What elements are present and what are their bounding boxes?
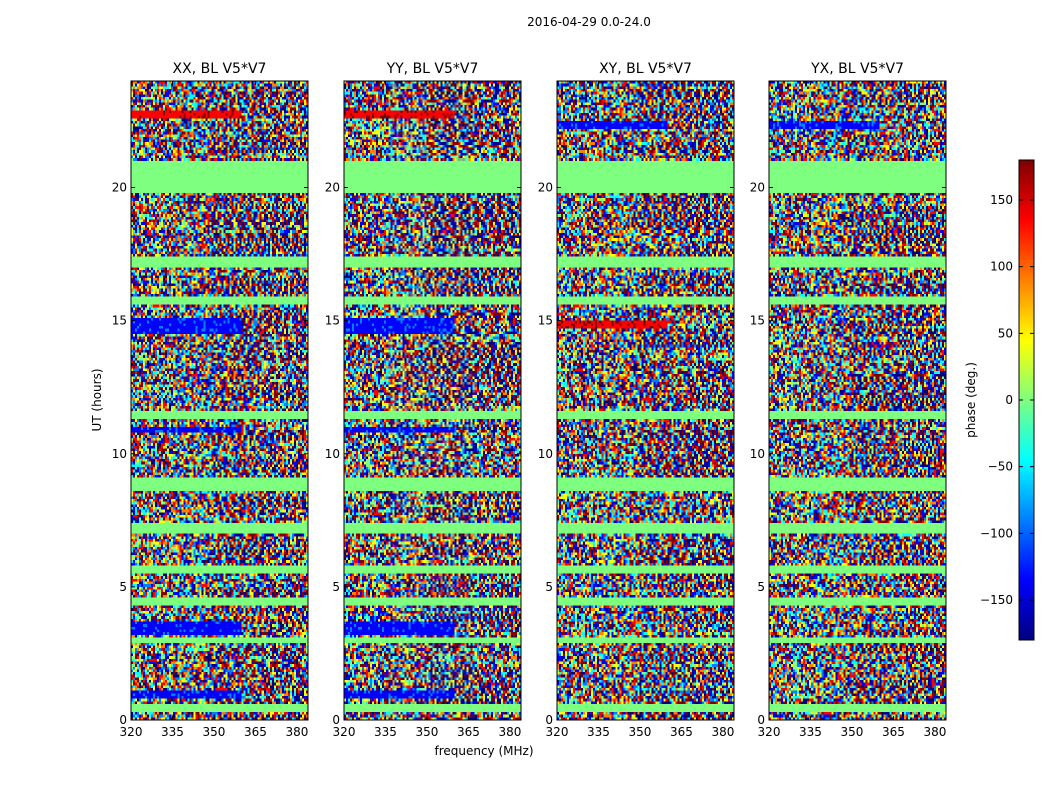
colorbar-tick-label: −100 [980, 526, 1013, 540]
y-tick-label: 5 [545, 580, 553, 594]
y-tick-label: 5 [119, 580, 127, 594]
y-tick-label: 5 [757, 580, 765, 594]
y-tick-label: 15 [538, 314, 553, 328]
x-tick-label: 365 [670, 725, 693, 739]
x-tick-label: 320 [120, 725, 143, 739]
y-tick-label: 10 [750, 447, 765, 461]
colorbar-tick-label: 50 [998, 326, 1013, 340]
x-tick-label: 335 [587, 725, 610, 739]
panel-3: XY, BL V5*V7 320 335 350 365 380 0 5 10 15 20 [538, 61, 735, 739]
x-tick-label: 380 [498, 725, 521, 739]
x-tick-label: 350 [416, 725, 439, 739]
x-tick-label: 335 [374, 725, 397, 739]
colorbar-tick-label: 100 [990, 260, 1013, 274]
x-tick-label: 350 [841, 725, 864, 739]
y-tick-label: 15 [750, 314, 765, 328]
x-tick-label: 350 [203, 725, 226, 739]
x-tick-label: 380 [923, 725, 946, 739]
y-tick-label: 20 [325, 181, 340, 195]
plot-frame [343, 80, 522, 721]
colorbar-tick-label: −150 [980, 593, 1013, 607]
panel-1: XX, BL V5*V7 320 335 350 365 380 0 5 10 15 20 [112, 61, 309, 739]
y-tick-label: 20 [538, 181, 553, 195]
heatmap-image [557, 81, 734, 720]
y-tick-label: 20 [112, 181, 127, 195]
x-tick-label: 350 [629, 725, 652, 739]
plot-frame [130, 80, 309, 721]
colorbar-tick-label: 0 [1005, 393, 1013, 407]
x-tick-label: 380 [711, 725, 734, 739]
figure-title: 2016-04-29 0.0-24.0 [527, 15, 651, 29]
panel-2: YY, BL V5*V7 320 335 350 365 380 0 5 10 15 20 [325, 61, 522, 739]
colorbar-label: phase (deg.) [964, 362, 978, 438]
colorbar-tick-label: 150 [990, 193, 1013, 207]
y-tick-label: 0 [545, 713, 553, 727]
y-tick-label: 15 [112, 314, 127, 328]
heatmap-image [344, 81, 521, 720]
plot-frame [768, 80, 947, 721]
x-tick-label: 365 [882, 725, 905, 739]
panel-4: YX, BL V5*V7 320 335 350 365 380 0 5 10 15 20 [750, 61, 947, 739]
y-axis-label: UT (hours) [90, 368, 104, 431]
y-tick-label: 10 [538, 447, 553, 461]
y-tick-label: 10 [112, 447, 127, 461]
x-tick-label: 335 [161, 725, 184, 739]
heatmap-image [769, 81, 946, 720]
panel-title: YY, BL V5*V7 [386, 61, 479, 77]
panel-title: XX, BL V5*V7 [173, 61, 267, 77]
colorbar: −150 −100 −50 0 50 100 150 [980, 159, 1035, 641]
y-tick-label: 0 [332, 713, 340, 727]
y-tick-label: 0 [119, 713, 127, 727]
x-axis-label: frequency (MHz) [434, 744, 533, 758]
colorbar-tick-label: −50 [988, 460, 1013, 474]
x-tick-label: 365 [457, 725, 480, 739]
heatmap-image [131, 81, 308, 720]
y-tick-label: 0 [757, 713, 765, 727]
plot-frame [556, 80, 735, 721]
panel-title: XY, BL V5*V7 [599, 61, 692, 77]
y-tick-label: 5 [332, 580, 340, 594]
y-tick-label: 15 [325, 314, 340, 328]
x-tick-label: 320 [758, 725, 781, 739]
x-tick-label: 335 [799, 725, 822, 739]
x-tick-label: 380 [285, 725, 308, 739]
panel-title: YX, BL V5*V7 [810, 61, 904, 77]
y-tick-label: 20 [750, 181, 765, 195]
x-tick-label: 320 [546, 725, 569, 739]
x-tick-label: 365 [244, 725, 267, 739]
x-tick-label: 320 [333, 725, 356, 739]
y-tick-label: 10 [325, 447, 340, 461]
